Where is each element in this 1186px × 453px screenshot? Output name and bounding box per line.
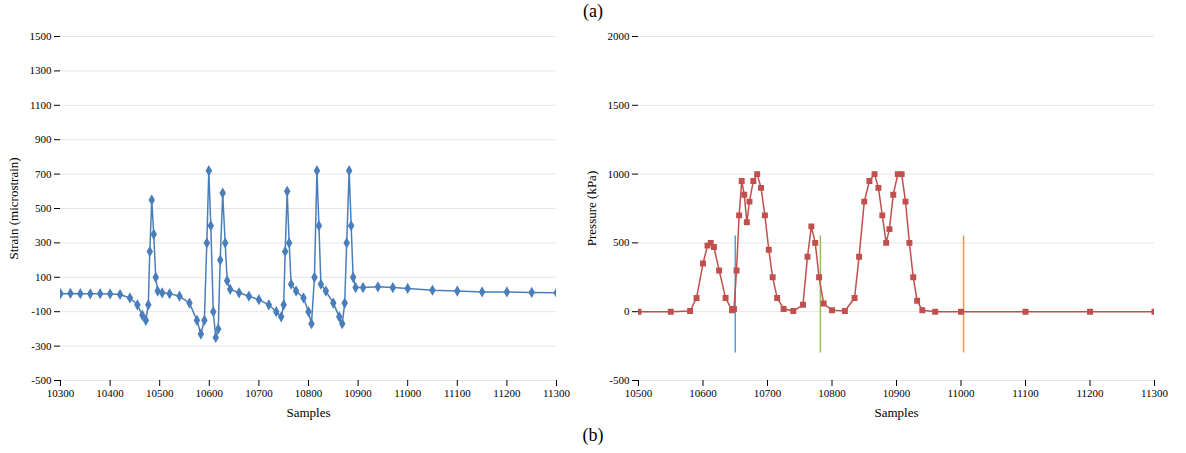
svg-text:Strain (microstrain): Strain (microstrain): [6, 157, 21, 259]
svg-text:-500: -500: [31, 374, 52, 386]
svg-text:Samples: Samples: [874, 405, 918, 420]
svg-text:-300: -300: [31, 340, 52, 352]
svg-text:0: 0: [624, 305, 630, 317]
svg-text:500: 500: [613, 236, 630, 248]
svg-text:10700: 10700: [754, 387, 782, 399]
svg-text:11200: 11200: [493, 387, 521, 399]
svg-text:1500: 1500: [30, 30, 53, 42]
svg-text:900: 900: [35, 133, 52, 145]
svg-text:10900: 10900: [883, 387, 911, 399]
svg-text:300: 300: [35, 236, 52, 248]
html-text:(b): (b): [582, 425, 604, 445]
svg-text:11300: 11300: [543, 387, 571, 399]
svg-text:-100: -100: [31, 305, 52, 317]
svg-text:1100: 1100: [30, 99, 52, 111]
svg-text:1000: 1000: [608, 168, 631, 180]
svg-text:10900: 10900: [344, 387, 372, 399]
svg-text:11000: 11000: [947, 387, 975, 399]
svg-text:10800: 10800: [295, 387, 323, 399]
svg-text:11100: 11100: [1012, 387, 1039, 399]
svg-text:1500: 1500: [608, 99, 631, 111]
svg-text:1300: 1300: [30, 64, 53, 76]
html-text:(a): (a): [583, 1, 603, 21]
svg-text:10500: 10500: [625, 387, 653, 399]
svg-text:11000: 11000: [394, 387, 422, 399]
svg-text:Samples: Samples: [286, 405, 330, 420]
svg-text:10600: 10600: [689, 387, 717, 399]
svg-text:Pressure (kPa): Pressure (kPa): [584, 171, 599, 246]
svg-text:-500: -500: [609, 374, 630, 386]
svg-text:2000: 2000: [608, 30, 631, 42]
svg-text:500: 500: [35, 202, 52, 214]
svg-text:11300: 11300: [1141, 387, 1169, 399]
svg-text:11100: 11100: [444, 387, 471, 399]
svg-text:700: 700: [35, 168, 52, 180]
svg-text:100: 100: [35, 271, 52, 283]
svg-text:10800: 10800: [818, 387, 846, 399]
svg-text:11200: 11200: [1076, 387, 1104, 399]
svg-text:10300: 10300: [47, 387, 75, 399]
svg-text:10400: 10400: [96, 387, 124, 399]
svg-text:10500: 10500: [146, 387, 174, 399]
svg-text:10700: 10700: [245, 387, 273, 399]
svg-text:10600: 10600: [196, 387, 224, 399]
